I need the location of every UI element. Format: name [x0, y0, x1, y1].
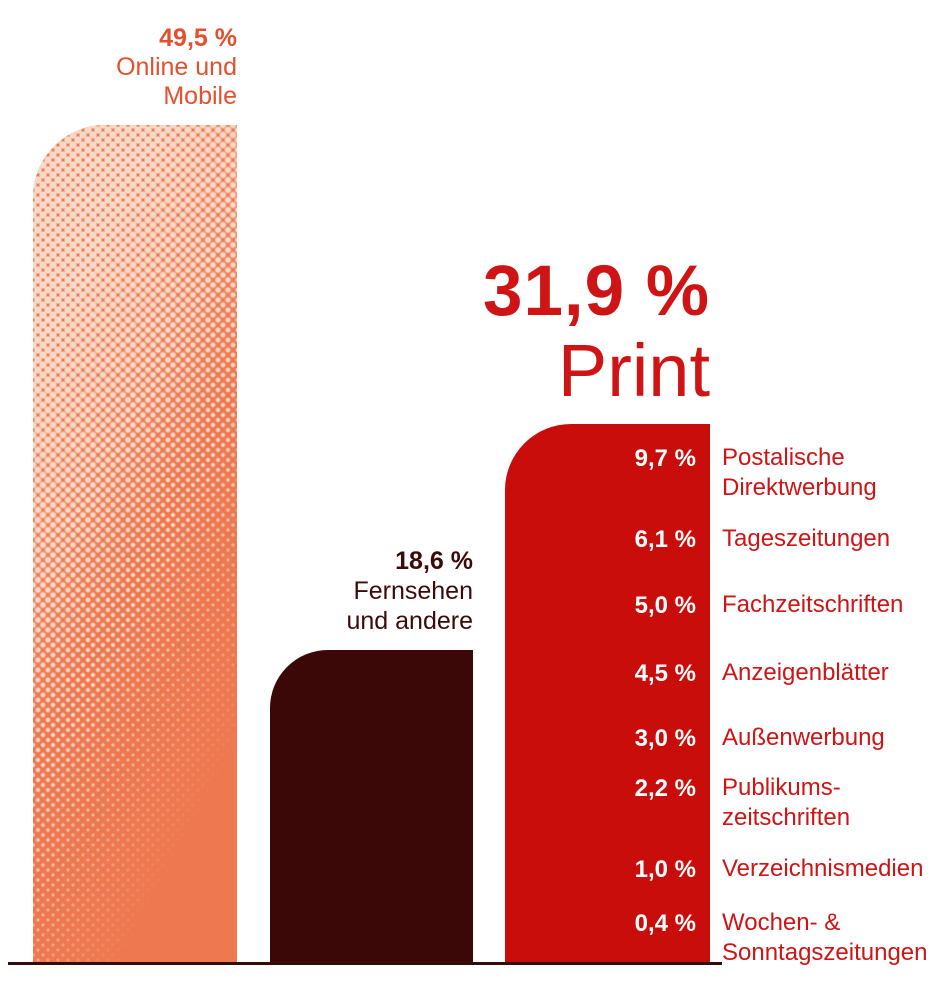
- breakdown-label-line-1: Anzeigenblätter: [722, 659, 889, 686]
- breakdown-label-line-1: Tageszeitungen: [722, 525, 891, 552]
- breakdown-label: Verzeichnismedien: [722, 854, 923, 884]
- label-online-mobile: 49,5 % Online und Mobile: [116, 24, 237, 111]
- halftone-fade-overlay: [33, 125, 237, 963]
- breakdown-label-line-1: Verzeichnismedien: [722, 855, 924, 882]
- label-print: 31,9 % Print: [483, 254, 710, 412]
- breakdown-label: Außenwerbung: [722, 723, 885, 753]
- breakdown-value: 9,7 %: [634, 445, 696, 472]
- breakdown-label: Anzeigenblätter: [722, 658, 889, 688]
- print-name: Print: [557, 329, 710, 412]
- breakdown-label-line-1: Publikums-: [722, 774, 841, 801]
- breakdown-label: Fachzeitschriften: [722, 590, 903, 620]
- breakdown-label: Postalische Direktwerbung: [722, 443, 877, 503]
- bar-print: [505, 424, 710, 963]
- breakdown-label-line-1: Fachzeitschriften: [722, 591, 904, 618]
- tv-name-line-2: und andere: [346, 607, 473, 635]
- breakdown-label-line-1: Außenwerbung: [722, 724, 885, 751]
- breakdown-label-line-1: Wochen- &: [722, 909, 841, 936]
- breakdown-value: 4,5 %: [634, 660, 696, 687]
- breakdown-label: Wochen- & Sonntagszeitungen: [722, 908, 928, 968]
- online-value: 49,5 %: [159, 24, 237, 52]
- bar-online-mobile: [33, 125, 237, 963]
- breakdown-value: 3,0 %: [634, 725, 696, 752]
- print-value: 31,9 %: [482, 252, 710, 331]
- breakdown-value: 2,2 %: [634, 775, 696, 802]
- tv-name-line-1: Fernsehen: [353, 577, 473, 605]
- breakdown-value: 5,0 %: [634, 592, 696, 619]
- online-name-line-1: Online und: [116, 53, 237, 81]
- x-axis-baseline: [8, 962, 722, 965]
- label-fernsehen: 18,6 % Fernsehen und andere: [346, 546, 473, 636]
- breakdown-label: Tageszeitungen: [722, 524, 890, 554]
- breakdown-value: 0,4 %: [634, 910, 696, 937]
- breakdown-label-line-2: zeitschriften: [722, 804, 851, 831]
- breakdown-label-line-1: Postalische: [722, 444, 845, 471]
- breakdown-value: 6,1 %: [634, 526, 696, 553]
- bar-fernsehen-und-andere: [270, 650, 473, 963]
- breakdown-label-line-2: Sonntagszeitungen: [722, 939, 928, 966]
- tv-value: 18,6 %: [395, 547, 473, 575]
- breakdown-value: 1,0 %: [634, 856, 696, 883]
- breakdown-label-line-2: Direktwerbung: [722, 474, 877, 501]
- online-name-line-2: Mobile: [163, 82, 237, 110]
- breakdown-label: Publikums- zeitschriften: [722, 773, 850, 833]
